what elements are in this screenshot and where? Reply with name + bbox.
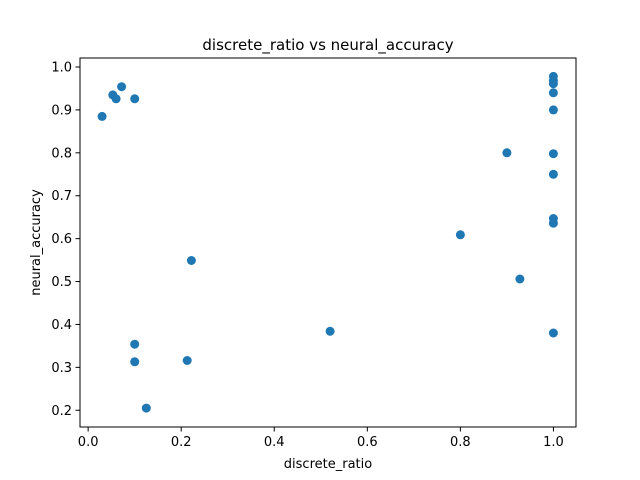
data-point (130, 339, 140, 349)
data-point (548, 328, 558, 338)
x-tick-label: 0.2 (171, 435, 192, 450)
data-point (117, 82, 127, 92)
x-tick-label: 0.8 (450, 435, 471, 450)
data-point (141, 403, 151, 413)
data-point (548, 79, 558, 89)
data-point (111, 94, 121, 104)
data-point (548, 88, 558, 98)
x-tick-label: 0.4 (264, 435, 285, 450)
x-tick-label: 0.6 (357, 435, 378, 450)
y-tick-label: 0.3 (51, 361, 72, 376)
data-point (515, 274, 525, 284)
data-point (97, 111, 107, 121)
x-tick-label: 1.0 (543, 435, 564, 450)
y-tick-label: 0.5 (51, 275, 72, 290)
y-tick-label: 0.7 (51, 189, 72, 204)
data-point (130, 357, 140, 367)
data-point (548, 105, 558, 115)
plot-background (80, 58, 576, 427)
y-tick-label: 0.2 (51, 404, 72, 419)
y-tick-label: 0.9 (51, 103, 72, 118)
x-tick-label: 0.0 (78, 435, 99, 450)
y-tick-label: 0.8 (51, 146, 72, 161)
data-point (548, 149, 558, 159)
plot-frame (79, 57, 577, 428)
x-axis-ticks: 0.0 0.2 0.4 0.6 0.8 1.0 (78, 427, 564, 450)
data-point (130, 94, 140, 104)
y-tick-label: 0.6 (51, 232, 72, 247)
y-tick-label: 0.4 (51, 318, 72, 333)
y-axis-ticks: 0.2 0.3 0.4 0.5 0.6 0.7 0.8 0.9 1.0 (51, 61, 80, 419)
data-point (502, 148, 512, 158)
data-point (548, 169, 558, 179)
chart-title: discrete_ratio vs neural_accuracy (202, 36, 453, 55)
data-point (186, 256, 196, 265)
x-axis-label: discrete_ratio (284, 457, 372, 472)
y-axis-label: neural_accuracy (29, 189, 44, 296)
data-point (455, 230, 465, 240)
data-points (97, 71, 558, 413)
data-point (325, 326, 335, 336)
data-point (548, 218, 558, 228)
data-point (182, 356, 192, 365)
y-tick-label: 1.0 (51, 61, 72, 76)
